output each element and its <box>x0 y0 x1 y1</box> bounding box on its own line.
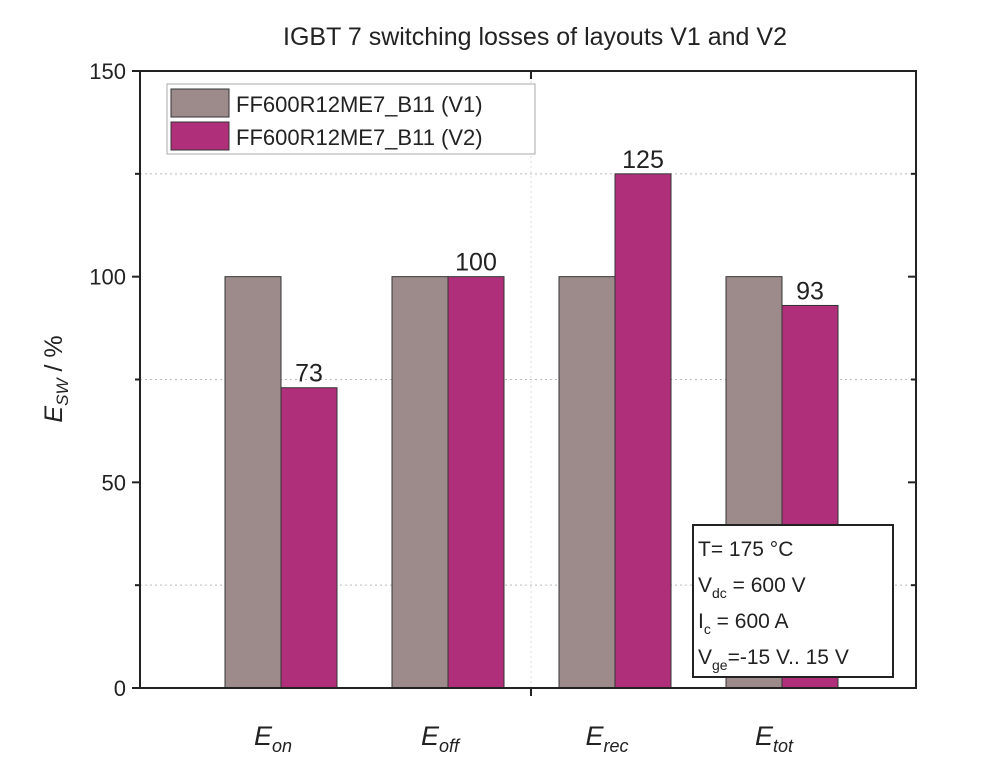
y-tick-label: 50 <box>102 470 126 495</box>
y-tick-label: 0 <box>114 676 126 701</box>
annotation-box <box>692 524 894 678</box>
annotation-line: Vdc = 600 V <box>698 574 806 601</box>
legend-swatch <box>170 121 230 151</box>
y-tick-label: 150 <box>89 59 126 84</box>
data-label: 125 <box>622 146 664 174</box>
x-tick-label: Etot <box>755 721 794 756</box>
y-axis-label: ESW / % <box>40 335 72 422</box>
x-tick-label: Eoff <box>421 721 461 756</box>
annotation-line: Ic = 600 A <box>698 610 789 637</box>
bar <box>558 276 616 689</box>
bar <box>280 387 338 689</box>
legend-label: FF600R12ME7_B11 (V1) <box>236 92 483 117</box>
legend-label: FF600R12ME7_B11 (V2) <box>236 125 483 150</box>
legend-swatch <box>170 88 230 118</box>
chart-title: IGBT 7 switching losses of layouts V1 an… <box>283 23 787 51</box>
conditions-box: T= 175 °C Vdc = 600 V Ic = 600 A Vge=-15 V.… <box>692 524 894 678</box>
data-label: 100 <box>455 249 497 277</box>
bar <box>447 276 505 689</box>
legend: FF600R12ME7_B11 (V1) FF600R12ME7_B11 (V2) <box>166 83 536 155</box>
x-tick-label: Erec <box>585 721 628 756</box>
bar <box>614 173 672 689</box>
annotation-line: T= 175 °C <box>698 538 793 561</box>
data-label: 93 <box>796 277 824 305</box>
y-tick-label: 100 <box>89 265 126 290</box>
x-tick-label: Eon <box>254 721 292 756</box>
bar <box>391 276 449 689</box>
annotation-line: Vge=-15 V.. 15 V <box>698 646 849 673</box>
bar <box>224 276 282 689</box>
data-label: 73 <box>295 360 323 388</box>
